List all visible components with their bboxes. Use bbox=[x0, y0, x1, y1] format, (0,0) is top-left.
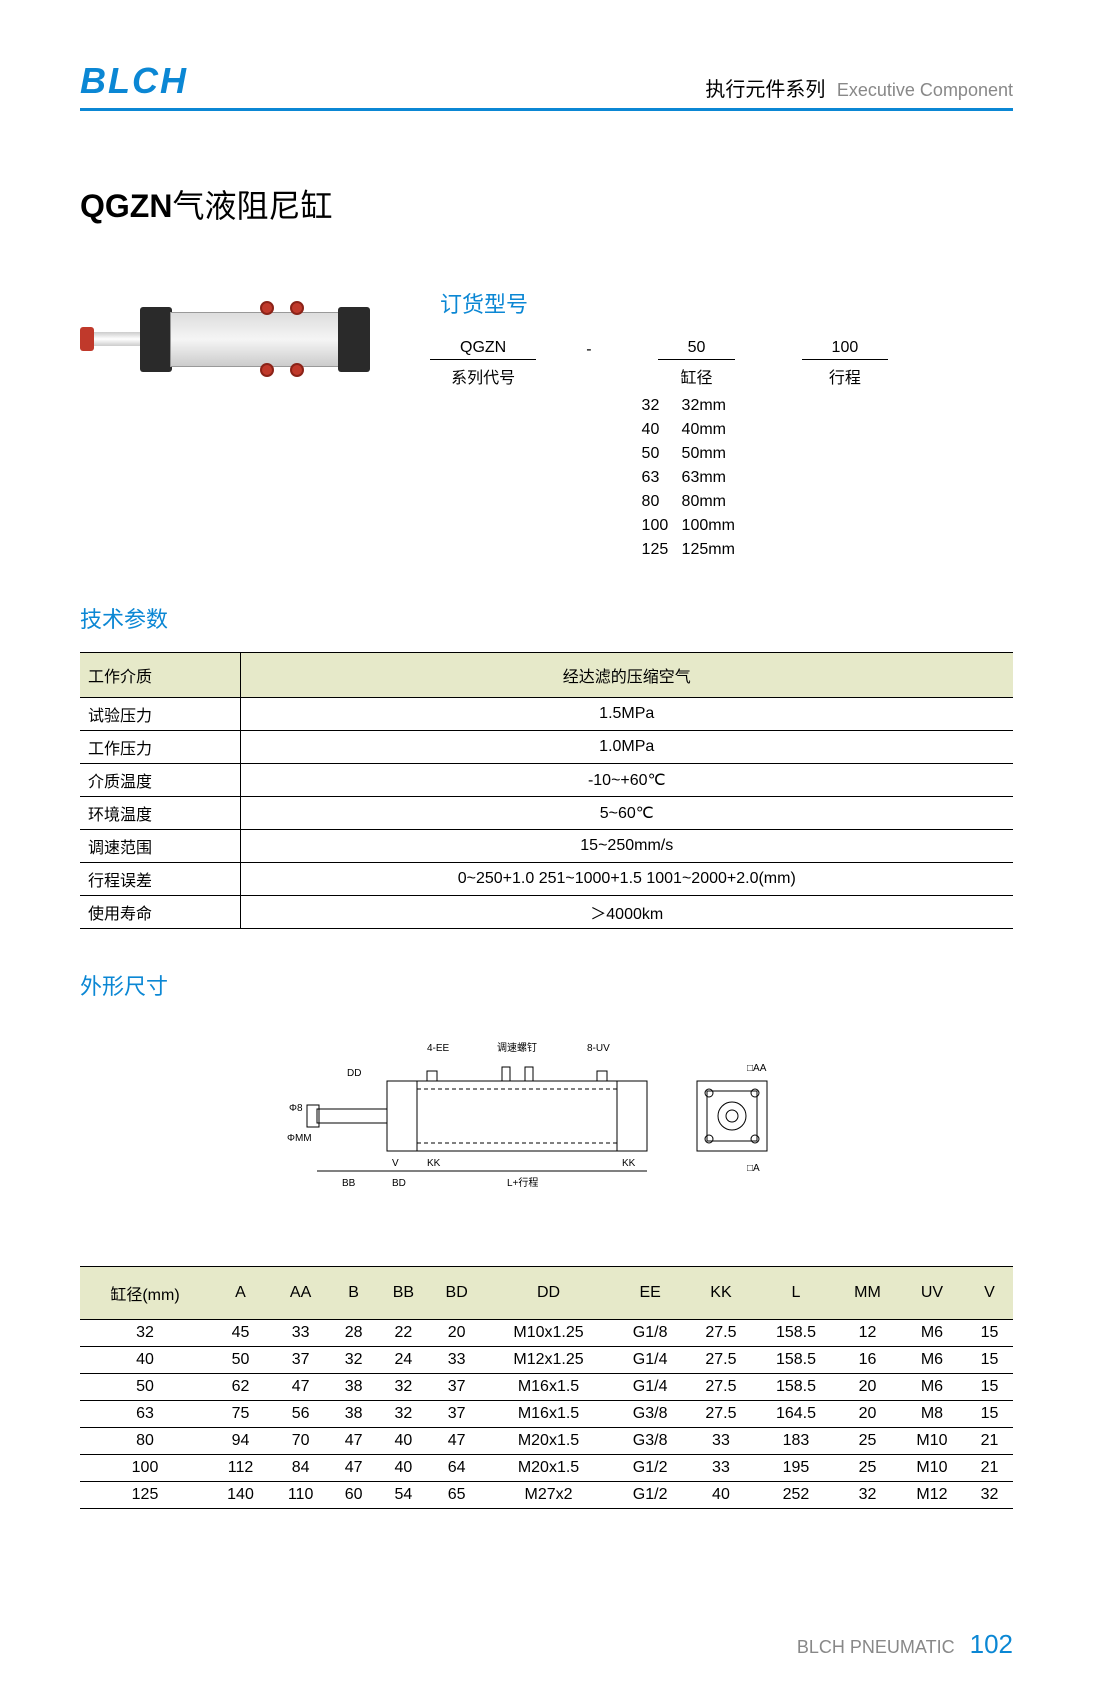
lbl-kk2: KK bbox=[622, 1158, 636, 1169]
lbl-kk: KK bbox=[427, 1158, 441, 1169]
product-photo bbox=[80, 287, 370, 397]
page-footer: BLCH PNEUMATIC 102 bbox=[80, 1629, 1013, 1660]
order-series-value: QGZN bbox=[430, 339, 536, 360]
spec-row: 工作压力1.0MPa bbox=[80, 731, 1013, 764]
dim-col-header: BB bbox=[377, 1267, 430, 1320]
spec-row: 调速范围15~250mm/s bbox=[80, 830, 1013, 863]
lbl-ee: 4-EE bbox=[427, 1043, 450, 1054]
dim-col-header: DD bbox=[484, 1267, 614, 1320]
spec-section-title: 技术参数 bbox=[80, 602, 1013, 634]
dim-col-header: KK bbox=[687, 1267, 755, 1320]
page-header: BLCH 执行元件系列 Executive Component bbox=[80, 60, 1013, 111]
lbl-bb: BB bbox=[342, 1178, 356, 1189]
order-stroke-value: 100 bbox=[802, 339, 889, 360]
bore-option: 6363mm bbox=[642, 466, 752, 490]
spec-row: 环境温度5~60℃ bbox=[80, 797, 1013, 830]
lbl-adjust: 调速螺钉 bbox=[497, 1042, 537, 1054]
title-name: 气液阻尼缸 bbox=[172, 188, 332, 224]
dim-col-header: BD bbox=[430, 1267, 484, 1320]
dim-row: 405037322433M12x1.25G1/427.5158.516M615 bbox=[80, 1347, 1013, 1374]
order-stroke: 100 行程 bbox=[802, 339, 889, 388]
outline-diagram: 4-EE 调速螺钉 8-UV □AA □A DD ΦMM Φ8 BB BD V … bbox=[277, 1031, 817, 1216]
category-label: 执行元件系列 Executive Component bbox=[705, 73, 1013, 102]
lbl-phi8: Φ8 bbox=[289, 1103, 303, 1114]
lbl-uv: 8-UV bbox=[587, 1043, 610, 1054]
lbl-l: L+行程 bbox=[507, 1176, 538, 1189]
lbl-aa: □AA bbox=[747, 1063, 767, 1074]
brand-logo: BLCH bbox=[80, 60, 188, 102]
category-en: Executive Component bbox=[837, 80, 1013, 100]
lbl-mm: ΦMM bbox=[287, 1133, 312, 1144]
spec-header-param: 工作介质 bbox=[80, 653, 240, 698]
spec-header-value: 经达滤的压缩空气 bbox=[240, 653, 1013, 698]
bore-option: 125125mm bbox=[642, 538, 752, 562]
bore-option: 5050mm bbox=[642, 442, 752, 466]
dim-row: 324533282220M10x1.25G1/827.5158.512M615 bbox=[80, 1320, 1013, 1347]
dim-col-header: A bbox=[210, 1267, 271, 1320]
dim-col-header: B bbox=[330, 1267, 377, 1320]
dim-col-header: 缸径(mm) bbox=[80, 1267, 210, 1320]
outline-section-title: 外形尺寸 bbox=[80, 969, 1013, 1001]
spec-row: 使用寿命＞4000km bbox=[80, 896, 1013, 929]
lbl-a: □A bbox=[747, 1163, 760, 1174]
dim-row: 637556383237M16x1.5G3/827.5164.520M815 bbox=[80, 1401, 1013, 1428]
lbl-dd: DD bbox=[347, 1068, 361, 1079]
dim-col-header: L bbox=[755, 1267, 837, 1320]
order-bore-value: 50 bbox=[658, 339, 736, 360]
order-bore-label: 缸径 bbox=[681, 364, 713, 388]
dim-row: 10011284474064M20x1.5G1/23319525M1021 bbox=[80, 1455, 1013, 1482]
bore-option: 100100mm bbox=[642, 514, 752, 538]
footer-page-number: 102 bbox=[970, 1629, 1013, 1659]
dim-col-header: V bbox=[966, 1267, 1013, 1320]
dim-col-header: UV bbox=[898, 1267, 966, 1320]
spec-row: 介质温度-10~+60℃ bbox=[80, 764, 1013, 797]
order-stroke-label: 行程 bbox=[829, 364, 861, 388]
dim-col-header: AA bbox=[271, 1267, 330, 1320]
bore-option: 3232mm bbox=[642, 394, 752, 418]
dim-row: 125140110605465M27x2G1/24025232M1232 bbox=[80, 1482, 1013, 1509]
bore-option: 4040mm bbox=[642, 418, 752, 442]
order-bore: 50 缸径 3232mm4040mm5050mm6363mm8080mm1001… bbox=[642, 339, 752, 562]
spec-table: 工作介质 经达滤的压缩空气 试验压力1.5MPa工作压力1.0MPa介质温度-1… bbox=[80, 652, 1013, 929]
spec-row: 行程误差0~250+1.0 251~1000+1.5 1001~2000+2.0… bbox=[80, 863, 1013, 896]
order-series-label: 系列代号 bbox=[451, 364, 515, 388]
spec-row: 试验压力1.5MPa bbox=[80, 698, 1013, 731]
bore-option: 8080mm bbox=[642, 490, 752, 514]
lbl-bd: BD bbox=[392, 1178, 406, 1189]
bore-options: 3232mm4040mm5050mm6363mm8080mm100100mm12… bbox=[642, 394, 752, 562]
category-cn: 执行元件系列 bbox=[705, 79, 825, 101]
title-model: QGZN bbox=[80, 188, 172, 224]
dim-col-header: MM bbox=[837, 1267, 898, 1320]
page-title: QGZN气液阻尼缸 bbox=[80, 181, 1013, 227]
order-section-title: 订货型号 bbox=[440, 287, 1013, 319]
order-spec: 订货型号 QGZN 系列代号 - 50 缸径 3232mm4040mm5050m… bbox=[430, 287, 1013, 562]
dim-row: 506247383237M16x1.5G1/427.5158.520M615 bbox=[80, 1374, 1013, 1401]
footer-brand: BLCH PNEUMATIC bbox=[797, 1637, 955, 1657]
order-dash: - bbox=[586, 341, 591, 359]
order-series: QGZN 系列代号 bbox=[430, 339, 536, 388]
dim-row: 809470474047M20x1.5G3/83318325M1021 bbox=[80, 1428, 1013, 1455]
lbl-v: V bbox=[392, 1158, 399, 1169]
dimensions-table: 缸径(mm)AAABBBBDDDEEKKLMMUVV 324533282220M… bbox=[80, 1266, 1013, 1509]
dim-col-header: EE bbox=[613, 1267, 687, 1320]
